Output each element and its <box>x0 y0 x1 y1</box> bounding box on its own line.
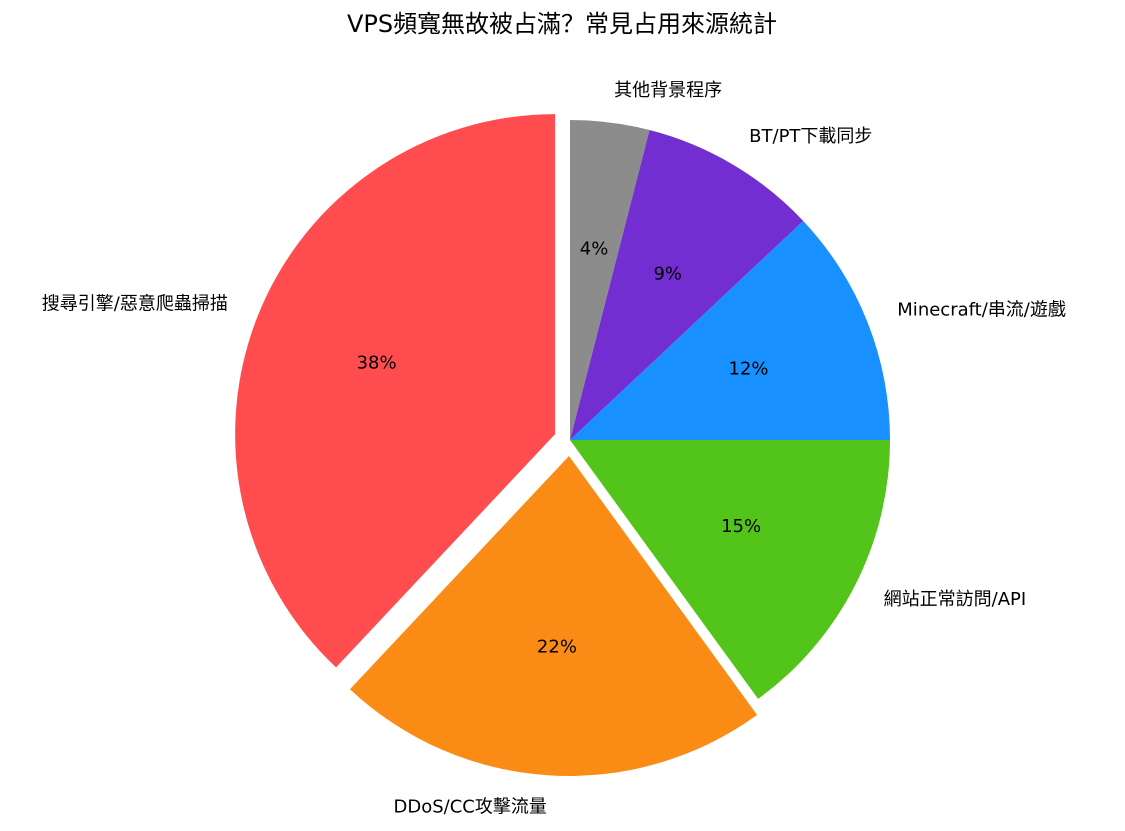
slice-percent: 15% <box>721 516 761 537</box>
slice-percent: 9% <box>653 264 682 285</box>
slice-label: DDoS/CC攻擊流量 <box>394 796 547 817</box>
slice-label: Minecraft/串流/遊戲 <box>897 299 1066 320</box>
slice-percent: 4% <box>580 239 609 260</box>
pie-slice <box>235 114 556 668</box>
pie-slice <box>570 120 650 440</box>
pie-slice <box>349 455 758 776</box>
slice-percent: 12% <box>729 358 769 379</box>
chart-title: VPS頻寬無故被占滿？常見占用來源統計 <box>347 10 777 38</box>
pie-slice <box>570 130 804 440</box>
pie-slice <box>570 220 890 440</box>
slice-label: 網站正常訪問/API <box>884 589 1027 610</box>
pie-slice <box>570 440 891 699</box>
slice-percent: 22% <box>537 637 577 658</box>
slice-percent: 38% <box>357 352 397 373</box>
slice-label: BT/PT下載同步 <box>749 126 872 147</box>
slice-label: 其他背景程序 <box>614 80 722 101</box>
slice-label: 搜尋引擎/惡意爬蟲掃描 <box>42 294 228 315</box>
